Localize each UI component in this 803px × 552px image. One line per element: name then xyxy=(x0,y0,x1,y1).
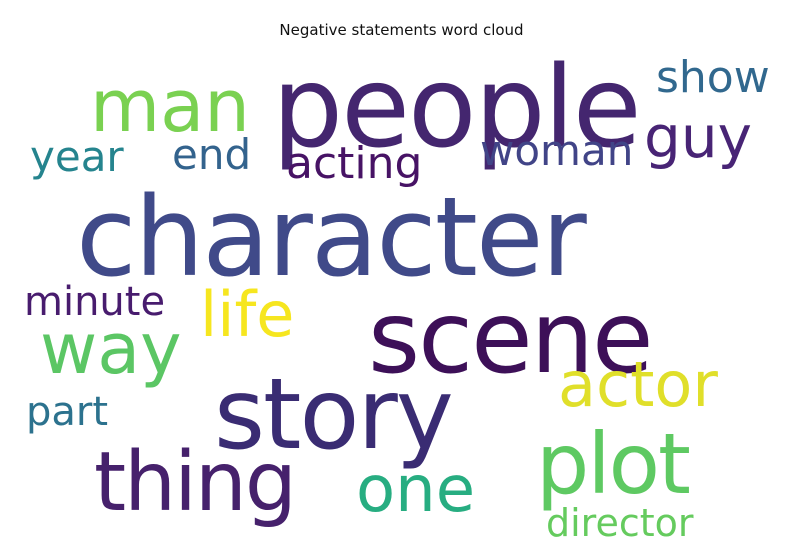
word-actor: actor xyxy=(558,348,718,421)
word-acting: acting xyxy=(286,138,423,189)
word-year: year xyxy=(30,132,124,181)
word-show: show xyxy=(656,52,770,103)
word-part: part xyxy=(26,389,109,435)
word-life: life xyxy=(200,278,295,351)
word-end: end xyxy=(172,130,252,179)
word-people: people xyxy=(272,43,642,173)
word-way: way xyxy=(40,308,182,390)
word-thing: thing xyxy=(94,435,297,530)
word-plot: plot xyxy=(536,415,691,513)
word-guy: guy xyxy=(644,103,752,171)
word-character: character xyxy=(76,173,587,301)
word-story: story xyxy=(214,358,454,472)
word-one: one xyxy=(356,453,476,527)
chart-title: Negative statements word cloud xyxy=(279,21,524,39)
word-scene: scene xyxy=(368,279,654,396)
word-minute: minute xyxy=(24,279,166,325)
word-cloud: character people scene story thing plot … xyxy=(24,50,784,550)
word-director: director xyxy=(546,501,694,545)
word-man: man xyxy=(90,64,250,148)
word-woman: woman xyxy=(480,126,634,175)
